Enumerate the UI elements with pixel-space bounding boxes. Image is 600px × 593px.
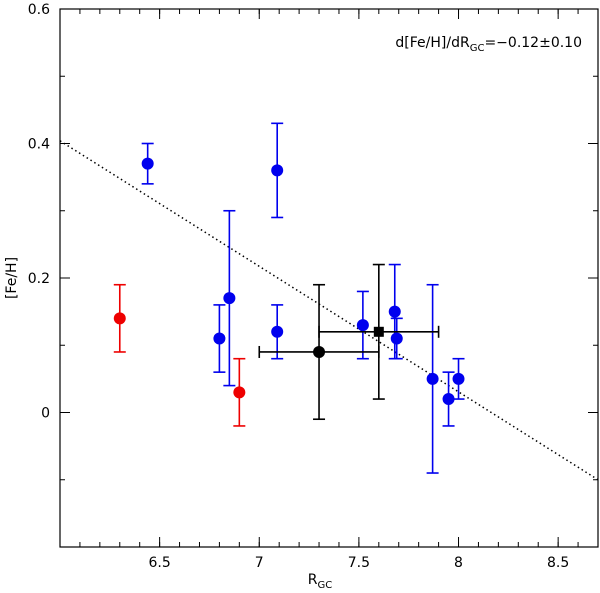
y-tick-label: 0 <box>41 406 50 422</box>
slope-annotation-sub: GC <box>470 43 485 54</box>
black-square-point <box>373 326 384 337</box>
blue-point <box>271 164 284 177</box>
y-tick-label: 0.2 <box>28 271 50 287</box>
blue-point <box>390 332 403 345</box>
major-ticks <box>60 8 598 547</box>
red-point <box>113 312 126 325</box>
x-tick-label: 7 <box>255 555 264 571</box>
black-circle-point <box>313 345 326 358</box>
blue-point <box>271 325 284 338</box>
x-axis-label-sub: GC <box>318 580 333 591</box>
x-tick-labels: 6.5 7 7.5 8 8.5 <box>148 555 569 571</box>
x-tick-label: 8.5 <box>547 555 569 571</box>
y-tick-labels: 0 0.2 0.4 0.6 <box>28 2 50 422</box>
error-bars <box>113 122 465 474</box>
y-tick-label: 0.4 <box>28 137 50 153</box>
y-tick-label: 0.6 <box>28 2 50 18</box>
slope-annotation-prefix: d[Fe/H]/dR <box>395 35 470 51</box>
slope-annotation: d[Fe/H]/dRGC=−0.12±0.10 <box>395 35 582 54</box>
blue-point <box>442 393 455 406</box>
blue-point <box>388 305 401 318</box>
x-axis-label-main: R <box>308 572 318 588</box>
blue-point <box>426 372 439 385</box>
x-tick-label: 8 <box>454 555 463 571</box>
minor-ticks <box>59 8 599 548</box>
x-axis-label: RGC <box>308 572 332 591</box>
blue-point <box>213 332 226 345</box>
fit-line <box>59 140 599 481</box>
blue-point <box>356 319 369 332</box>
x-tick-label: 6.5 <box>148 555 170 571</box>
slope-annotation-suffix: =−0.12±0.10 <box>484 35 582 51</box>
x-tick-label: 7.5 <box>348 555 370 571</box>
blue-point <box>141 157 154 170</box>
data-markers <box>113 157 465 406</box>
y-axis-label: [Fe/H] <box>4 257 20 299</box>
plot-frame <box>59 8 599 548</box>
blue-point <box>452 372 465 385</box>
red-point <box>233 386 246 399</box>
blue-point <box>223 292 236 305</box>
